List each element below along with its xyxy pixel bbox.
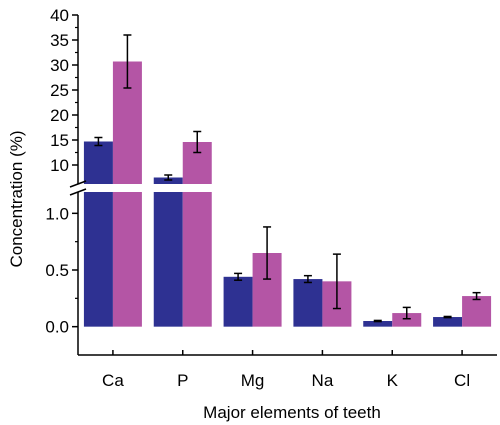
bar-ca-series-2: [112, 61, 142, 327]
axis-break-mark-bottom: [69, 188, 87, 196]
y-tick-label-lower-2: 1.0: [45, 204, 69, 223]
bar-cl-series-1: [433, 317, 463, 327]
bar-k-series-2: [392, 313, 422, 327]
y-tick-label-upper-3: 25: [50, 81, 69, 100]
y-axis-title: Concentration (%): [7, 130, 26, 267]
error-bars-layer: [94, 34, 481, 323]
y-tick-label-upper-2: 20: [50, 106, 69, 125]
axes-layer: [66, 14, 497, 356]
y-tick-label-upper-1: 15: [50, 131, 69, 150]
bar-ca-series-1: [83, 141, 113, 327]
bar-cl-series-2: [462, 296, 492, 327]
bar-k-series-1: [363, 321, 393, 327]
bar-p-series-2: [182, 142, 212, 327]
axis-break-mark-top: [69, 180, 87, 188]
x-axis-title: Major elements of teeth: [203, 403, 381, 422]
bar-na-series-1: [293, 279, 323, 327]
axis-break-gap: [66, 184, 497, 192]
y-tick-label-upper-6: 40: [50, 6, 69, 25]
y-tick-label-upper-5: 35: [50, 31, 69, 50]
bars-layer: [83, 61, 492, 327]
bar-p-series-1: [153, 177, 183, 327]
y-tick-label-lower-1: 0.5: [45, 261, 69, 280]
x-tick-label-p: P: [177, 371, 188, 390]
x-tick-label-k: K: [387, 371, 399, 390]
x-tick-label-ca: Ca: [102, 371, 124, 390]
x-tick-label-na: Na: [312, 371, 334, 390]
bar-mg-series-1: [223, 276, 253, 327]
y-tick-label-upper-4: 30: [50, 56, 69, 75]
labels-layer: Ca P Mg Na K Cl 0.0 0.5 1.0 10 15 20 25 30 35 40: [45, 6, 470, 390]
y-tick-label-lower-0: 0.0: [45, 318, 69, 337]
x-tick-label-mg: Mg: [241, 371, 265, 390]
y-tick-label-upper-0: 10: [50, 156, 69, 175]
x-tick-label-cl: Cl: [454, 371, 470, 390]
